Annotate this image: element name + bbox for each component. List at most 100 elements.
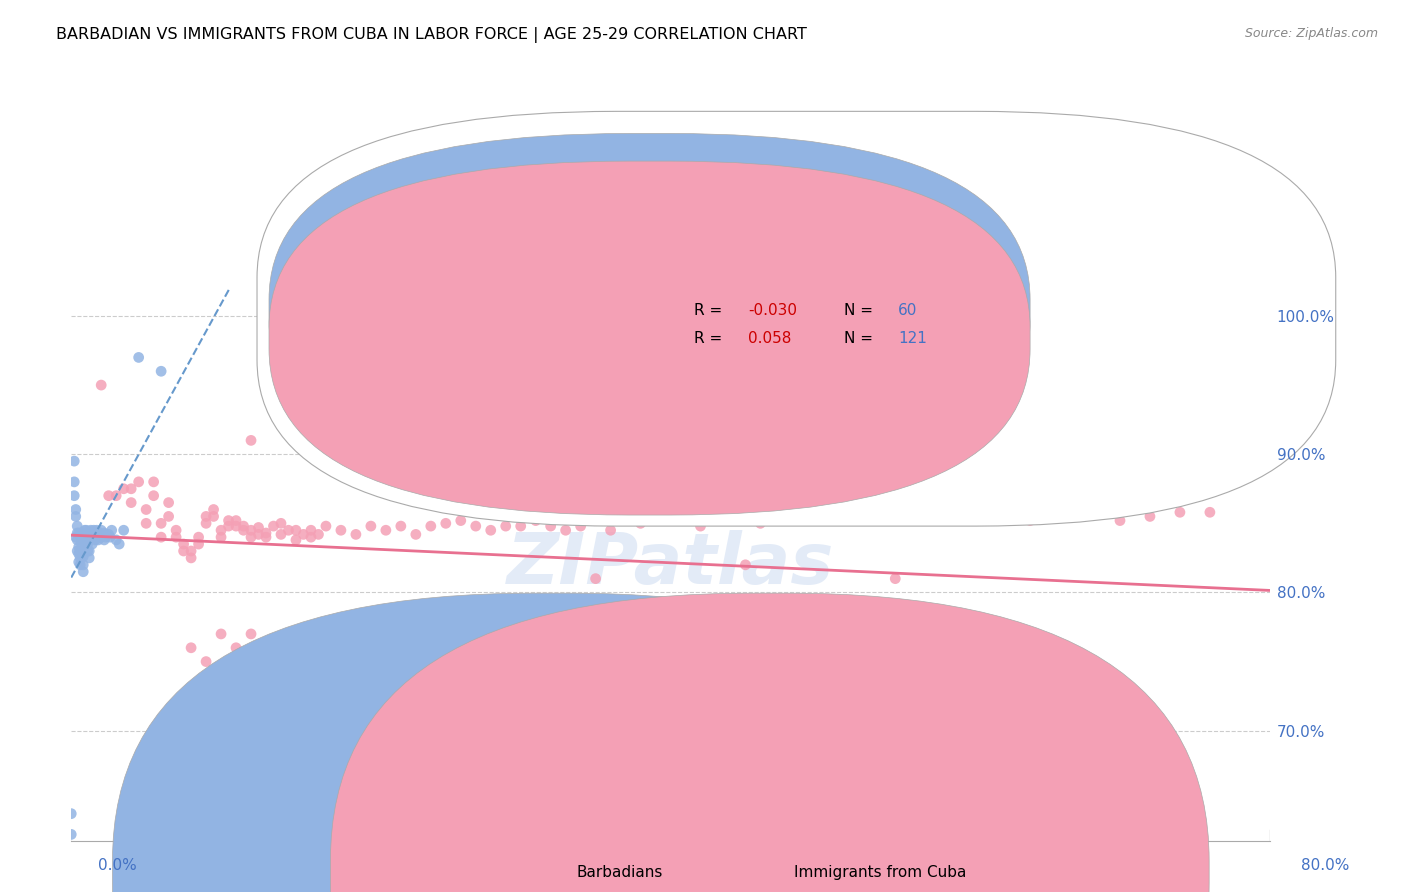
Point [112,482,135,496]
Point [65,530,87,544]
Point [240,627,263,641]
Point [100,523,122,537]
Point [479,523,502,537]
Point [254,640,277,655]
Point [150,516,173,531]
Text: N =: N = [814,303,848,318]
Point [344,527,367,541]
Point [464,519,486,533]
Point [808,509,831,524]
Point [135,516,157,531]
Text: Immigrants from Cuba: Immigrants from Cuba [794,865,967,880]
Point [689,519,711,533]
Point [254,530,277,544]
Point [884,464,907,478]
Point [389,447,412,461]
Point [120,482,142,496]
Point [73,523,96,537]
Point [720,509,742,524]
Text: 121: 121 [898,331,927,345]
Point [389,519,412,533]
Point [66,533,89,547]
Point [1019,514,1042,528]
Point [218,514,240,528]
Point [554,454,576,468]
Point [91,527,114,541]
Point [585,572,607,586]
Point [263,519,285,533]
Point [277,523,299,537]
Point [959,509,981,524]
Point [1109,738,1132,752]
Point [285,533,308,547]
FancyBboxPatch shape [263,161,1031,521]
Point [70,533,93,547]
Text: 0.058: 0.058 [731,334,773,349]
Point [270,516,292,531]
Point [150,530,173,544]
Point [82,537,104,551]
Point [97,527,120,541]
Point [80,523,103,537]
Point [209,627,232,641]
Point [69,550,91,565]
Point [450,514,472,528]
Point [83,530,105,544]
Point [720,461,742,475]
Point [84,533,107,547]
Point [434,772,457,786]
Point [884,509,907,524]
Point [202,509,225,524]
Text: 80.0%: 80.0% [1302,858,1350,872]
Point [93,526,115,541]
Point [884,572,907,586]
Point [524,514,547,528]
Point [285,648,308,662]
Point [180,550,202,565]
Point [165,523,187,537]
Text: -0.030: -0.030 [748,303,797,318]
FancyBboxPatch shape [269,134,1031,487]
Point [157,495,180,509]
Point [73,530,96,544]
Point [734,558,756,572]
Point [180,640,202,655]
Point [839,514,862,528]
Text: Source: ZipAtlas.com: Source: ZipAtlas.com [1244,27,1378,40]
Point [360,723,382,738]
Point [76,544,98,558]
Point [157,509,180,524]
Point [97,489,120,503]
Text: 0.0%: 0.0% [98,858,138,872]
Point [75,530,97,544]
Point [72,549,94,564]
Point [419,519,441,533]
Point [180,544,202,558]
Point [240,530,263,544]
Point [75,523,97,537]
Point [69,544,91,558]
Point [1199,505,1222,519]
Point [112,523,135,537]
Point [329,523,352,537]
Point [292,527,315,541]
Point [247,527,270,541]
Point [285,523,308,537]
Point [329,440,352,454]
Text: ZIPatlas: ZIPatlas [506,531,834,599]
Text: N =: N = [845,303,879,318]
Point [232,523,254,537]
Point [120,495,142,509]
Point [659,514,682,528]
Point [374,523,396,537]
Point [599,523,621,537]
FancyBboxPatch shape [257,112,1336,526]
Point [72,558,94,572]
Point [80,530,103,544]
Point [659,710,682,724]
Point [307,527,329,541]
Point [225,519,247,533]
Point [240,523,263,537]
Point [299,530,322,544]
Point [63,489,86,503]
